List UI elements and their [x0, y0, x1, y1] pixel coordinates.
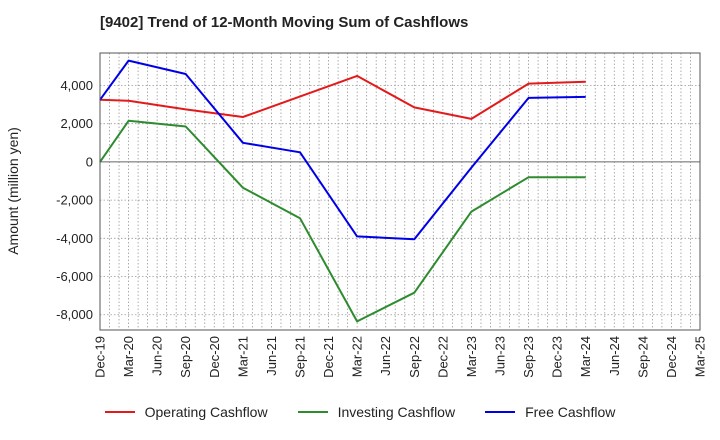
x-tick-label: Mar-22: [350, 336, 365, 377]
x-tick-label: Dec-20: [207, 336, 222, 378]
x-tick-label: Sep-21: [293, 336, 308, 378]
legend-swatch: [104, 411, 135, 413]
chart-title: [9402] Trend of 12-Month Moving Sum of C…: [100, 14, 469, 31]
y-axis-label: Amount (million yen): [5, 127, 21, 255]
y-tick-label: -2,000: [56, 193, 93, 208]
y-tick-labels: -8,000 -6,000 -4,000 -2,000 0 2,000 4,000: [56, 78, 93, 322]
x-tick-label: Dec-22: [435, 336, 450, 378]
x-tick-label: Jun-21: [264, 336, 279, 376]
y-tick-label: 2,000: [60, 116, 93, 131]
y-tick-label: 4,000: [60, 78, 93, 93]
legend: Operating Cashflow Investing Cashflow Free…: [0, 404, 720, 420]
x-tick-label: Dec-21: [321, 336, 336, 378]
x-tick-label: Mar-25: [693, 336, 708, 377]
x-tick-label: Dec-24: [664, 336, 679, 378]
x-tick-label: Mar-24: [578, 336, 593, 377]
series-line-operating-cashflow: [99, 74, 586, 120]
x-tick-label: Jun-23: [493, 336, 508, 376]
legend-item: Free Cashflow: [485, 404, 615, 420]
plot-frame: [99, 52, 701, 331]
legend-swatch: [297, 411, 328, 413]
x-tick-label: Sep-23: [521, 336, 536, 378]
legend-item: Operating Cashflow: [104, 404, 268, 420]
x-tick-label: Sep-20: [178, 336, 193, 378]
x-tick-label: Jun-24: [607, 336, 622, 376]
x-tick-label: Dec-19: [93, 336, 108, 378]
x-tick-label: Sep-24: [635, 336, 650, 378]
legend-label: Investing Cashflow: [337, 404, 456, 420]
x-tick-label: Sep-22: [407, 336, 422, 378]
x-tick-label: Mar-21: [235, 336, 250, 377]
x-tick-label: Jun-20: [150, 336, 165, 376]
x-tick-label: Mar-23: [464, 336, 479, 377]
legend-item: Investing Cashflow: [297, 404, 456, 420]
y-tick-label: -4,000: [56, 231, 93, 246]
y-tick-label: -6,000: [56, 269, 93, 284]
legend-label: Operating Cashflow: [144, 404, 268, 420]
legend-swatch: [485, 411, 516, 413]
y-tick-label: 0: [86, 154, 93, 169]
grid-lines: [99, 53, 701, 330]
legend-label: Free Cashflow: [525, 404, 616, 420]
x-tick-label: Dec-23: [550, 336, 565, 378]
series-lines: [99, 59, 586, 323]
y-tick-label: -8,000: [56, 307, 93, 322]
series-line-investing-cashflow: [99, 119, 586, 323]
x-tick-label: Mar-20: [121, 336, 136, 377]
series-line-free-cashflow: [99, 59, 586, 241]
x-tick-labels: Dec-19 Mar-20 Jun-20 Sep-20 Dec-20 Mar-21 Jun-…: [93, 336, 708, 378]
x-tick-label: Jun-22: [378, 336, 393, 376]
